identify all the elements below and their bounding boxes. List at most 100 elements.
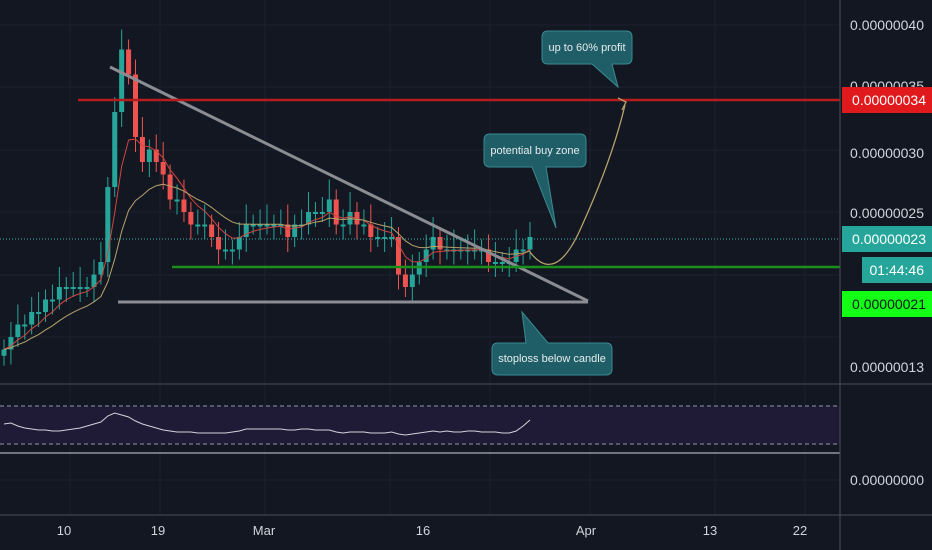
- candle-body: [492, 262, 498, 264]
- candle-body: [77, 287, 83, 289]
- time-tick-label: 22: [793, 523, 807, 538]
- time-tick-label: 16: [416, 523, 430, 538]
- time-tick-label: Apr: [576, 523, 597, 538]
- candle-body: [49, 299, 55, 302]
- price-axis: 0.00000040 0.00000035 0.00000030 0.00000…: [850, 17, 924, 488]
- candle-body: [389, 237, 395, 239]
- resistance-tag-bg: [842, 87, 932, 113]
- candle-body: [98, 262, 104, 275]
- candle-body: [105, 187, 111, 262]
- countdown-tag-text: 01:44:46: [870, 262, 925, 278]
- time-axis: 10 19 Mar 16 Apr 13 22: [57, 523, 807, 538]
- last-price-tag-text: 0.00000023: [852, 231, 926, 247]
- candle-body: [285, 224, 291, 237]
- candle-body: [222, 249, 228, 252]
- price-tick-label: 0.00000030: [850, 145, 924, 161]
- candle-body: [250, 224, 256, 227]
- candle-body: [126, 49, 132, 75]
- candle-body: [520, 249, 526, 252]
- buy-level-price-tag: 0.00000021: [842, 291, 932, 317]
- time-tick-label: 10: [57, 523, 71, 538]
- time-tick-label: Mar: [253, 523, 276, 538]
- candle-body: [216, 237, 222, 250]
- projected-path-curve: [529, 104, 626, 265]
- countdown-tag: 01:44:46: [862, 257, 932, 283]
- candle-body: [368, 224, 374, 237]
- candle-body: [209, 224, 215, 237]
- candle-body: [306, 212, 312, 225]
- candle-body: [375, 237, 381, 239]
- candle-body: [423, 249, 429, 262]
- annotation-stoploss: stoploss below candle: [491, 310, 613, 376]
- candle-body: [146, 149, 152, 162]
- candle-body: [278, 224, 284, 227]
- rsi-band: [0, 406, 840, 444]
- candle-body: [243, 224, 249, 237]
- candle-body: [56, 287, 62, 300]
- candle-body: [119, 49, 125, 112]
- annotation-stoploss-box: [491, 310, 613, 376]
- annotation-profit: up to 60% profit: [541, 30, 633, 89]
- candle-body: [312, 212, 318, 214]
- annotation-profit-text: up to 60% profit: [548, 42, 625, 54]
- candle-body: [472, 249, 478, 252]
- candle-body: [202, 224, 208, 227]
- candle-body: [139, 137, 145, 162]
- candle-body: [437, 237, 443, 250]
- candle-body: [112, 112, 118, 187]
- candle-body: [133, 74, 138, 137]
- candle-body: [361, 224, 367, 227]
- candle-body: [36, 312, 42, 314]
- price-tick-label: 0.00000040: [850, 17, 924, 33]
- candle-body: [167, 174, 173, 200]
- candle-body: [195, 224, 201, 227]
- candle-body: [333, 199, 339, 225]
- candle-body: [91, 274, 97, 287]
- candle-body: [396, 237, 401, 275]
- candle-body: [188, 212, 194, 225]
- time-tick-label: 13: [703, 523, 717, 538]
- moving-average-red-line: [3, 138, 531, 350]
- candle-body: [319, 212, 325, 214]
- candle-body: [409, 274, 415, 287]
- time-tick-label: 19: [151, 523, 165, 538]
- candle-body: [499, 262, 505, 264]
- last-price-tag: 0.00000023: [842, 226, 932, 252]
- rsi-line: [3, 412, 531, 436]
- candle-body: [63, 287, 69, 289]
- buy-level-tag-text: 0.00000021: [852, 296, 926, 312]
- candle-body: [15, 324, 21, 337]
- candle-body: [29, 312, 35, 325]
- resistance-price-tag: 0.00000034: [842, 87, 932, 113]
- candle-body: [8, 337, 14, 350]
- projected-path-arrowhead: [617, 97, 627, 111]
- candle-body: [1, 349, 7, 356]
- candle-body: [292, 224, 298, 237]
- moving-average-tan-line: [3, 183, 531, 350]
- annotation-buy-zone-box: [483, 133, 587, 229]
- candle-body: [181, 199, 187, 212]
- annotation-stoploss-text: stoploss below candle: [498, 353, 606, 365]
- buy-level-tag-bg: [842, 291, 932, 317]
- annotation-buy-zone-text: potential buy zone: [490, 145, 579, 157]
- candle-body: [70, 287, 76, 289]
- annotation-buy-zone: potential buy zone: [483, 133, 587, 229]
- candle-body: [340, 224, 346, 227]
- candle-body: [153, 149, 159, 162]
- resistance-tag-text: 0.00000034: [852, 92, 926, 108]
- candle-body: [229, 249, 235, 252]
- candle-body: [43, 299, 49, 312]
- candle-body: [465, 249, 471, 252]
- annotation-profit-box: [541, 30, 633, 89]
- last-price-tag-bg: [842, 226, 932, 252]
- candle-body: [271, 224, 277, 227]
- candle-body: [402, 274, 408, 287]
- candle-body: [84, 287, 90, 289]
- countdown-tag-bg: [862, 257, 932, 283]
- candle-body: [527, 237, 533, 250]
- candle-body: [160, 162, 166, 175]
- descending-trendline: [109, 65, 589, 303]
- candle-body: [430, 237, 436, 250]
- price-tick-label: 0.00000025: [850, 205, 924, 221]
